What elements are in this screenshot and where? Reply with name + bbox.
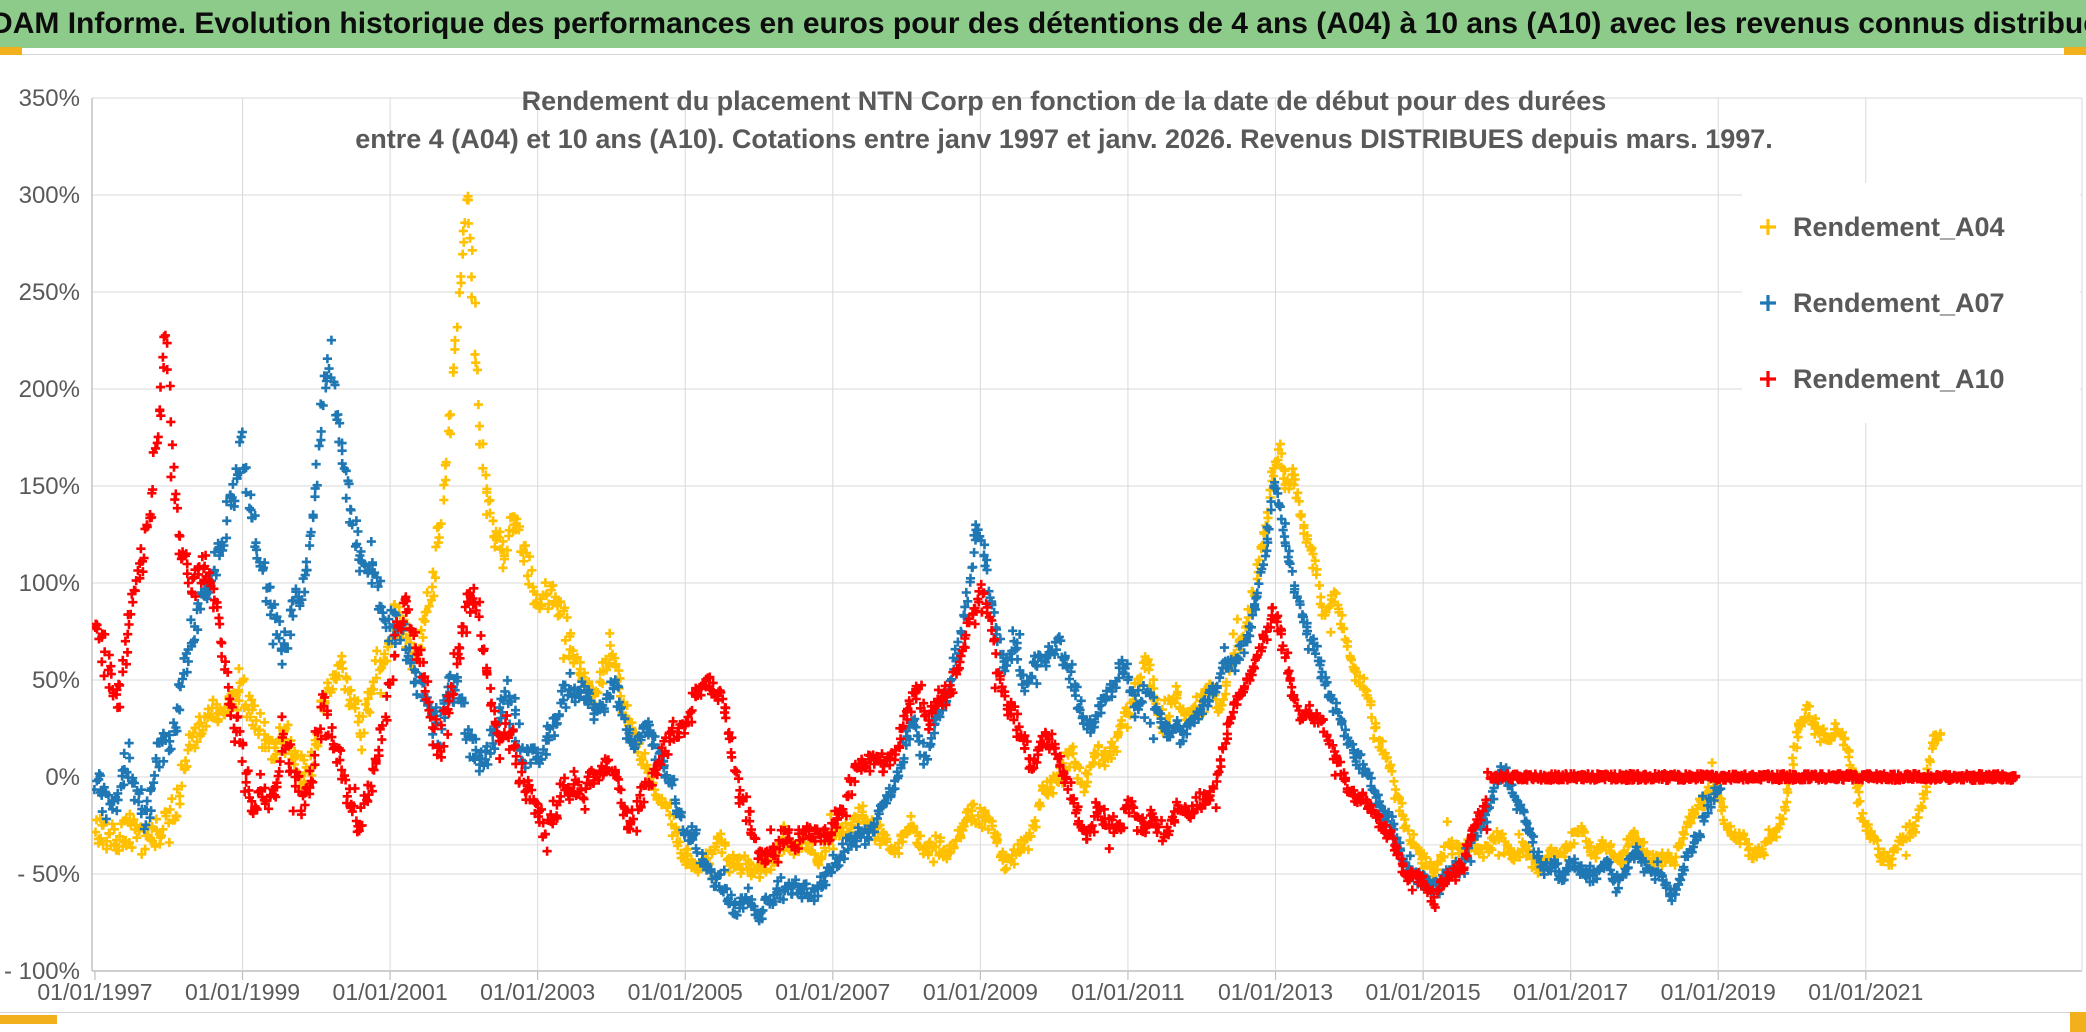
- y-tick-label: 200%: [19, 376, 80, 403]
- x-tick-label: 01/01/2013: [1218, 979, 1333, 1005]
- legend-item-a07[interactable]: Rendement_A07: [1758, 271, 2080, 335]
- x-tick-label: 01/01/2015: [1366, 979, 1481, 1005]
- x-tick-label: 01/01/2005: [628, 979, 743, 1005]
- y-tick-label: 350%: [19, 85, 80, 112]
- legend-label: Rendement_A10: [1793, 363, 2005, 394]
- x-tick-label: 01/01/2007: [775, 979, 890, 1005]
- x-tick-label: 01/01/2003: [480, 979, 595, 1005]
- x-tick-label: 01/01/1999: [185, 979, 300, 1005]
- y-tick-label: - 50%: [17, 861, 80, 888]
- x-tick-label: 01/01/2011: [1071, 979, 1184, 1005]
- scatter-series-Rendement_A10[interactable]: [91, 330, 1493, 912]
- accent-top-left: [0, 47, 22, 55]
- plus-marker-icon: [1760, 295, 1776, 311]
- top-divider: [0, 54, 2086, 55]
- bottom-divider: [0, 1012, 2086, 1013]
- chart-area[interactable]: [0, 55, 2086, 1012]
- scatter-series-Rendement_A07[interactable]: [90, 335, 1726, 926]
- y-tick-label: 150%: [19, 473, 80, 500]
- x-tick-label: 01/01/2009: [923, 979, 1038, 1005]
- accent-top-right: [2064, 47, 2086, 55]
- legend-item-a04[interactable]: Rendement_A04: [1758, 195, 2080, 259]
- scatter-layer: [90, 191, 2021, 926]
- plus-marker-icon: [1760, 219, 1776, 235]
- header-title: ADAM Informe. Evolution historique des p…: [0, 7, 2086, 40]
- y-tick-label: 250%: [19, 279, 80, 306]
- x-tick-label: 01/01/2019: [1661, 979, 1776, 1005]
- y-tick-label: 50%: [32, 667, 80, 694]
- y-tick-label: - 100%: [4, 958, 80, 985]
- x-tick-label: 01/01/2021: [1808, 979, 1923, 1005]
- x-tick-label: 01/01/2001: [333, 979, 448, 1005]
- flat-zero-markers-Rendement_A10[interactable]: [1485, 769, 2021, 785]
- accent-bottom-left: [0, 1015, 57, 1024]
- legend-item-a10[interactable]: Rendement_A10: [1758, 347, 2080, 411]
- legend-label: Rendement_A07: [1793, 287, 2005, 318]
- chart-legend: Rendement_A04 Rendement_A07 Rendement_A1…: [1742, 183, 2080, 423]
- x-tick-label: 01/01/2017: [1513, 979, 1628, 1005]
- y-tick-label: 300%: [19, 182, 80, 209]
- header-bar: ADAM Informe. Evolution historique des p…: [0, 0, 2086, 48]
- x-tick-label: 01/01/1997: [37, 979, 152, 1005]
- y-tick-label: 0%: [45, 764, 80, 791]
- legend-label: Rendement_A04: [1793, 211, 2005, 242]
- plus-marker-icon: [1760, 371, 1776, 387]
- y-tick-label: 100%: [19, 570, 80, 597]
